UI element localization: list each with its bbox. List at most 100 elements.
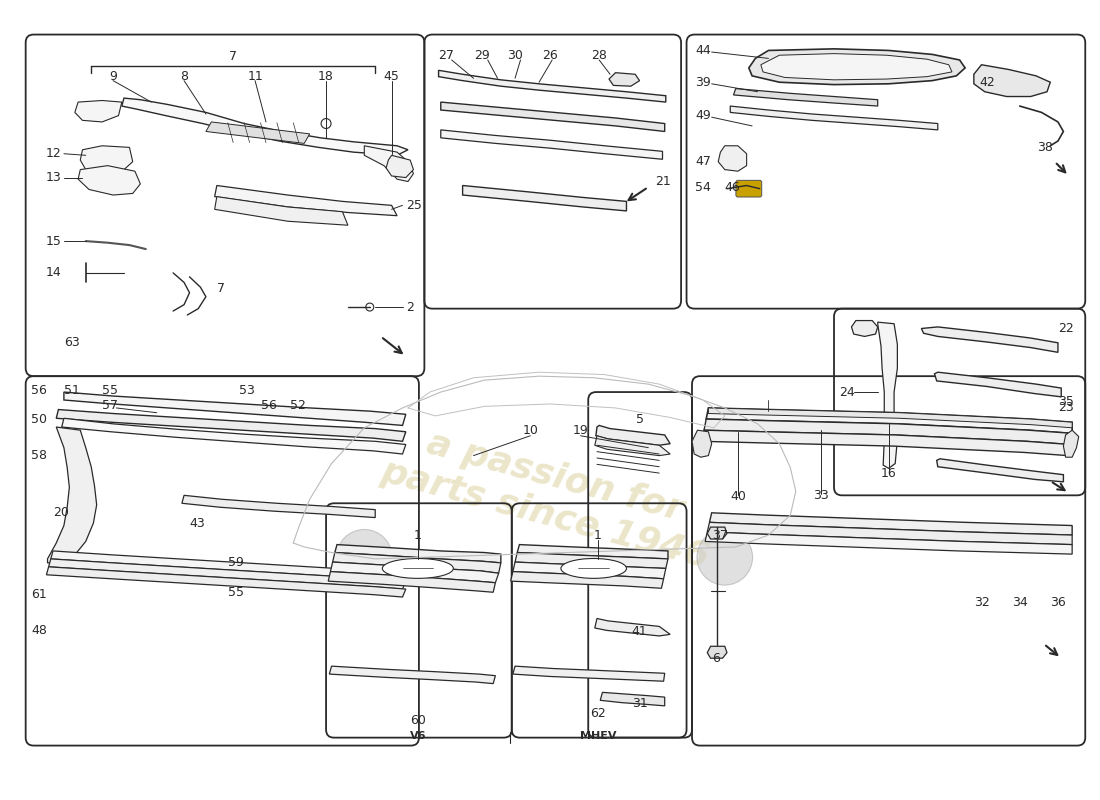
Text: 54: 54 (695, 181, 712, 194)
Polygon shape (937, 458, 1064, 482)
Polygon shape (595, 618, 670, 636)
Text: 62: 62 (591, 707, 606, 720)
Polygon shape (332, 553, 500, 573)
Polygon shape (56, 410, 406, 442)
Text: 49: 49 (695, 109, 711, 122)
Polygon shape (515, 553, 668, 569)
Polygon shape (718, 146, 747, 171)
Polygon shape (974, 65, 1050, 97)
Circle shape (337, 530, 392, 585)
Text: 35: 35 (1058, 395, 1075, 408)
Polygon shape (214, 197, 348, 226)
Text: 61: 61 (31, 588, 47, 601)
Polygon shape (922, 327, 1058, 352)
Text: 38: 38 (1036, 141, 1053, 154)
Polygon shape (75, 101, 122, 122)
Polygon shape (80, 146, 133, 174)
Polygon shape (441, 102, 664, 131)
Polygon shape (64, 392, 406, 426)
Text: 39: 39 (695, 76, 711, 89)
Text: 47: 47 (695, 155, 712, 168)
Polygon shape (48, 559, 406, 589)
Polygon shape (851, 321, 878, 337)
Polygon shape (730, 106, 938, 130)
Circle shape (366, 303, 374, 311)
Polygon shape (62, 418, 406, 454)
Polygon shape (707, 522, 1072, 545)
Text: 10: 10 (522, 424, 538, 437)
Text: 13: 13 (45, 171, 62, 184)
Text: 14: 14 (45, 266, 62, 279)
Text: 9: 9 (109, 70, 117, 83)
Text: 60: 60 (410, 714, 426, 726)
Text: 30: 30 (507, 49, 522, 62)
FancyBboxPatch shape (736, 180, 761, 197)
Polygon shape (122, 98, 408, 155)
Text: 55: 55 (102, 384, 118, 397)
Text: 7: 7 (217, 282, 224, 295)
Polygon shape (609, 73, 639, 86)
Text: 8: 8 (180, 70, 188, 83)
Ellipse shape (561, 558, 627, 578)
Text: 32: 32 (974, 596, 989, 609)
Polygon shape (734, 89, 878, 106)
Polygon shape (596, 426, 670, 446)
Ellipse shape (383, 558, 453, 578)
Polygon shape (441, 130, 662, 159)
Polygon shape (761, 54, 952, 80)
Polygon shape (330, 562, 498, 582)
Text: 24: 24 (839, 386, 855, 398)
Text: 57: 57 (102, 399, 118, 412)
Polygon shape (463, 186, 627, 211)
Text: 42: 42 (979, 76, 994, 89)
Polygon shape (705, 532, 1072, 554)
Polygon shape (51, 551, 406, 581)
Text: 41: 41 (631, 626, 648, 638)
Text: 21: 21 (654, 175, 671, 188)
Text: 63: 63 (64, 335, 79, 349)
Polygon shape (710, 513, 1072, 535)
Text: 33: 33 (813, 489, 828, 502)
Text: 56: 56 (261, 399, 276, 412)
Text: 12: 12 (45, 147, 62, 160)
Polygon shape (692, 430, 712, 457)
Text: a passion for
parts since 1946: a passion for parts since 1946 (377, 416, 723, 574)
Polygon shape (334, 545, 500, 563)
Text: 1: 1 (594, 529, 602, 542)
Text: 22: 22 (1058, 322, 1075, 335)
Text: 19: 19 (573, 424, 588, 437)
Text: 52: 52 (290, 399, 306, 412)
Polygon shape (78, 166, 141, 195)
Polygon shape (936, 416, 1064, 440)
Polygon shape (935, 372, 1062, 397)
Polygon shape (439, 70, 666, 102)
Text: 18: 18 (318, 70, 334, 83)
Polygon shape (702, 430, 1070, 456)
Text: 31: 31 (631, 697, 648, 710)
Text: 20: 20 (53, 506, 69, 519)
Polygon shape (329, 666, 495, 684)
Polygon shape (517, 545, 668, 559)
Polygon shape (46, 567, 406, 597)
Polygon shape (364, 146, 414, 182)
Text: 27: 27 (438, 49, 454, 62)
Polygon shape (707, 646, 727, 658)
Polygon shape (510, 571, 663, 588)
Polygon shape (182, 495, 375, 518)
Text: 53: 53 (239, 384, 254, 397)
Text: 50: 50 (31, 413, 47, 426)
Polygon shape (595, 436, 670, 456)
Polygon shape (513, 666, 664, 682)
Polygon shape (704, 419, 1072, 445)
Polygon shape (47, 427, 97, 563)
Text: V6: V6 (409, 731, 426, 741)
Text: 28: 28 (591, 49, 607, 62)
Polygon shape (328, 571, 495, 592)
Text: 5: 5 (636, 414, 644, 426)
Polygon shape (601, 692, 664, 706)
Polygon shape (706, 408, 1072, 434)
Text: 7: 7 (229, 50, 238, 62)
Polygon shape (386, 155, 414, 178)
Text: 56: 56 (31, 384, 47, 397)
Text: 59: 59 (228, 556, 243, 570)
